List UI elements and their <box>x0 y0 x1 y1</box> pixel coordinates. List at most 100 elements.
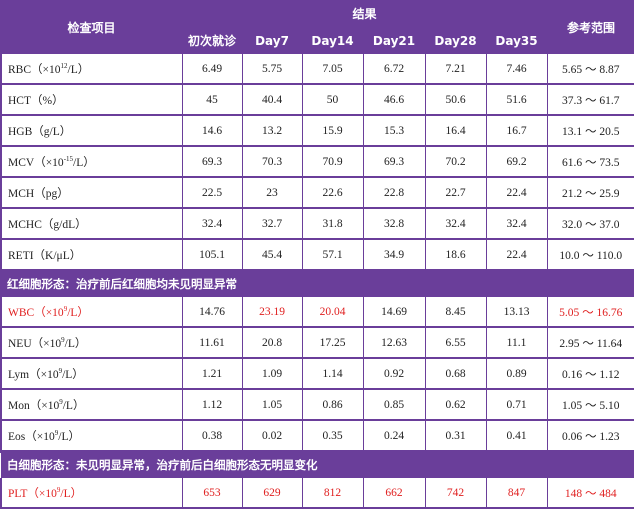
value-cell: 1.21 <box>182 358 243 390</box>
row-label: HGB（g/L） <box>0 115 183 147</box>
value-cell: 16.7 <box>486 115 548 147</box>
table-row: Mon（×109/L） 1.12 1.05 0.86 0.85 0.62 0.71 1.05 … <box>0 389 634 421</box>
label-text: Eos（×10 <box>8 430 55 443</box>
wbc-morphology-banner-text: 白细胞形态：未见明显异常，治疗前后白细胞形态无明显变化 <box>1 451 634 478</box>
value-cell: 653 <box>182 478 243 509</box>
value-cell: 50 <box>302 84 364 116</box>
value-cell: 0.41 <box>486 420 548 452</box>
value-cell: 11.61 <box>182 327 243 359</box>
row-label: MCHC（g/dL） <box>0 208 183 240</box>
value-cell: 14.76 <box>182 297 243 328</box>
value-cell: 13.13 <box>486 297 548 328</box>
reference-cell: 21.2 ～ 25.9 <box>547 177 634 209</box>
value-cell: 629 <box>242 478 303 509</box>
label-text: RBC（×10 <box>8 63 61 76</box>
reference-cell: 1.05 ～ 5.10 <box>547 389 634 421</box>
label-exponent: -15 <box>63 154 74 163</box>
label-exponent: 9 <box>54 428 59 437</box>
value-cell: 23 <box>242 177 303 209</box>
label-text: WBC（×10 <box>8 306 64 319</box>
reference-cell: 5.05 ～ 16.76 <box>547 297 634 328</box>
value-cell: 1.05 <box>242 389 303 421</box>
row-label: RBC（×1012/L） <box>0 54 183 85</box>
value-cell: 0.71 <box>486 389 548 421</box>
table-row: NEU（×109/L） 11.61 20.8 17.25 12.63 6.55 11.1 2.… <box>0 327 634 359</box>
rbc-morphology-banner: 红细胞形态：治疗前后红细胞均未见明显异常 <box>1 270 634 297</box>
value-cell: 7.21 <box>425 54 487 85</box>
value-cell: 0.86 <box>302 389 364 421</box>
table-row: MCHC（g/dL） 32.4 32.7 31.8 32.8 32.4 32.4 32.0 ～… <box>0 208 634 240</box>
label-text: MCHC（g/dL） <box>8 218 87 231</box>
value-cell: 45 <box>182 84 243 116</box>
label-exponent: 9 <box>63 304 68 313</box>
table-row: MCH（pg） 22.5 23 22.6 22.8 22.7 22.4 21.2 ～ 25.9 <box>0 177 634 209</box>
value-cell: 22.6 <box>302 177 364 209</box>
value-cell: 0.24 <box>363 420 426 452</box>
label-text: PLT（×10 <box>8 487 57 500</box>
header-row-days: 初次就诊 Day7 Day14 Day21 Day28 Day35 <box>1 27 634 54</box>
label-text: Mon（×10 <box>8 399 60 412</box>
value-cell: 17.25 <box>302 327 364 359</box>
value-cell: 812 <box>302 478 364 509</box>
reference-cell: 32.0 ～ 37.0 <box>547 208 634 240</box>
item-column-header: 检查项目 <box>1 0 182 54</box>
value-cell: 46.6 <box>363 84 426 116</box>
reference-column-header: 参考范围 <box>547 0 634 54</box>
value-cell: 0.31 <box>425 420 487 452</box>
label-text: NEU（×10 <box>8 337 62 350</box>
reference-cell: 5.65 ～ 8.87 <box>547 54 634 85</box>
value-cell: 8.45 <box>425 297 487 328</box>
value-cell: 34.9 <box>363 239 426 271</box>
value-cell: 22.5 <box>182 177 243 209</box>
value-cell: 69.3 <box>363 146 426 178</box>
label-unit: /L） <box>67 63 90 76</box>
value-cell: 847 <box>486 478 548 509</box>
column-header-day21: Day21 <box>363 27 425 54</box>
value-cell: 40.4 <box>242 84 303 116</box>
value-cell: 11.1 <box>486 327 548 359</box>
value-cell: 742 <box>425 478 487 509</box>
value-cell: 15.9 <box>302 115 364 147</box>
row-label: RETI（K/μL） <box>0 239 183 271</box>
reference-cell: 2.95 ～ 11.64 <box>547 327 634 359</box>
table-row: Eos（×109/L） 0.38 0.02 0.35 0.24 0.31 0.41 0.06 … <box>0 420 634 452</box>
table-row: HCT（%） 45 40.4 50 46.6 50.6 51.6 37.3 ～ 61.7 <box>0 84 634 116</box>
value-cell: 6.72 <box>363 54 426 85</box>
value-cell: 51.6 <box>486 84 548 116</box>
value-cell: 16.4 <box>425 115 487 147</box>
value-cell: 12.63 <box>363 327 426 359</box>
value-cell: 69.2 <box>486 146 548 178</box>
value-cell: 45.4 <box>242 239 303 271</box>
reference-cell: 37.3 ～ 61.7 <box>547 84 634 116</box>
value-cell: 22.7 <box>425 177 487 209</box>
label-unit: /L） <box>60 487 83 500</box>
value-cell: 70.2 <box>425 146 487 178</box>
value-cell: 50.6 <box>425 84 487 116</box>
label-text: MCV（×10 <box>8 156 64 169</box>
label-text: Lym（×10 <box>8 368 59 381</box>
value-cell: 32.8 <box>363 208 426 240</box>
value-cell: 70.9 <box>302 146 364 178</box>
value-cell: 20.8 <box>242 327 303 359</box>
value-cell: 6.55 <box>425 327 487 359</box>
table-row: RBC（×1012/L） 6.49 5.75 7.05 6.72 7.21 7.46 5.65… <box>0 54 634 85</box>
wbc-morphology-banner: 白细胞形态：未见明显异常，治疗前后白细胞形态无明显变化 <box>1 451 634 478</box>
table-row: RETI（K/μL） 105.1 45.4 57.1 34.9 18.6 22.4 10.0 … <box>0 239 634 271</box>
reference-cell: 61.6 ～ 73.5 <box>547 146 634 178</box>
value-cell: 0.02 <box>242 420 303 452</box>
value-cell: 31.8 <box>302 208 364 240</box>
value-cell: 1.14 <box>302 358 364 390</box>
table-row: PLT（×109/L） 653 629 812 662 742 847 148 ～ 484 <box>0 478 634 509</box>
reference-cell: 0.06 ～ 1.23 <box>547 420 634 452</box>
reference-cell: 0.16 ～ 1.12 <box>547 358 634 390</box>
results-group-header: 结果 <box>182 0 548 27</box>
table-row: HGB（g/L） 14.6 13.2 15.9 15.3 16.4 16.7 13.1 ～ 2… <box>0 115 634 147</box>
label-unit: /L） <box>58 430 80 443</box>
value-cell: 5.75 <box>242 54 303 85</box>
value-cell: 32.4 <box>486 208 548 240</box>
table-row: Lym（×109/L） 1.21 1.09 1.14 0.92 0.68 0.89 0.16 … <box>0 358 634 390</box>
row-label: Lym（×109/L） <box>0 358 183 390</box>
value-cell: 14.6 <box>182 115 243 147</box>
value-cell: 662 <box>363 478 426 509</box>
